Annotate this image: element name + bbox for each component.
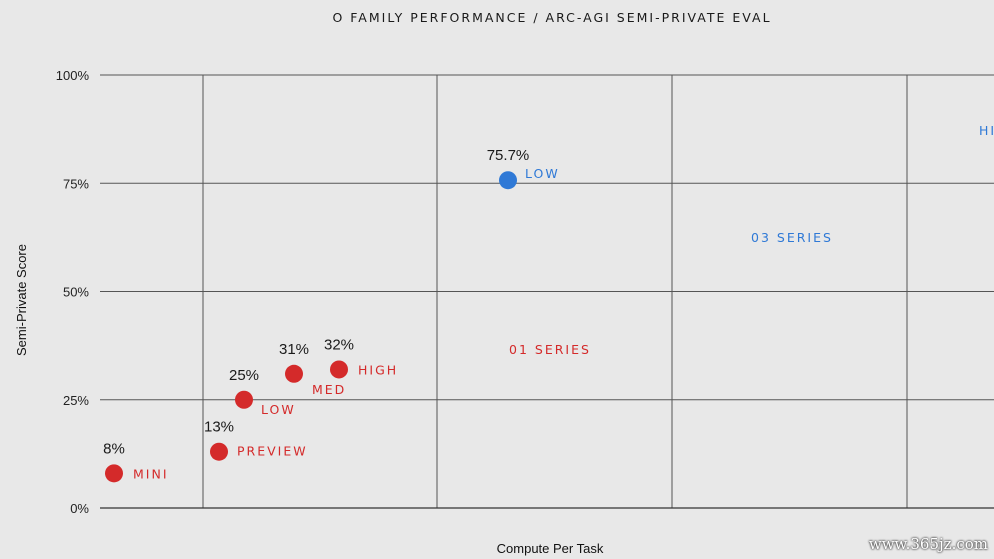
- series-label-01: 01 SERIES: [509, 342, 591, 357]
- data-point: [330, 360, 348, 379]
- clipped-label: HI: [979, 123, 994, 138]
- data-value-label: 8%: [103, 440, 125, 457]
- data-value-label: 32%: [324, 336, 354, 353]
- data-point: [105, 464, 123, 483]
- data-point-label: LOW: [525, 166, 560, 181]
- data-point: [499, 171, 517, 190]
- data-point-label: MED: [312, 382, 346, 397]
- grid: [100, 74, 994, 509]
- watermark: www.365jz.com: [868, 535, 988, 553]
- data-point: [210, 442, 228, 461]
- x-axis-label: Compute Per Task: [497, 541, 604, 556]
- data-point: [235, 390, 253, 409]
- y-tick-labels: 0% 25% 50% 75% 100%: [56, 68, 90, 516]
- chart-title: O FAMILY PERFORMANCE / ARC-AGI SEMI-PRIV…: [332, 10, 771, 25]
- data-point-label: LOW: [261, 402, 296, 417]
- data-point-label: MINI: [133, 466, 169, 481]
- data-points: 8% MINI 13%PREVIEW 25% LOW 31% MED 32% HIGH 75.7%…: [103, 147, 560, 483]
- series-label-03: 03 SERIES: [751, 230, 833, 245]
- y-tick-label: 0%: [70, 501, 89, 516]
- data-point-label: HIGH: [358, 362, 398, 377]
- data-value-label: 13%: [204, 419, 234, 436]
- y-tick-label: 100%: [56, 68, 90, 83]
- y-tick-label: 50%: [63, 285, 89, 300]
- data-value-label: 31%: [279, 341, 309, 358]
- data-point: [285, 364, 303, 383]
- data-value-label: 75.7%: [487, 147, 530, 164]
- data-point-label: PREVIEW: [237, 444, 308, 459]
- y-tick-label: 75%: [63, 176, 89, 191]
- y-tick-label: 25%: [63, 393, 89, 408]
- data-value-label: 25%: [229, 367, 259, 384]
- y-axis-label: Semi-Private Score: [14, 244, 29, 356]
